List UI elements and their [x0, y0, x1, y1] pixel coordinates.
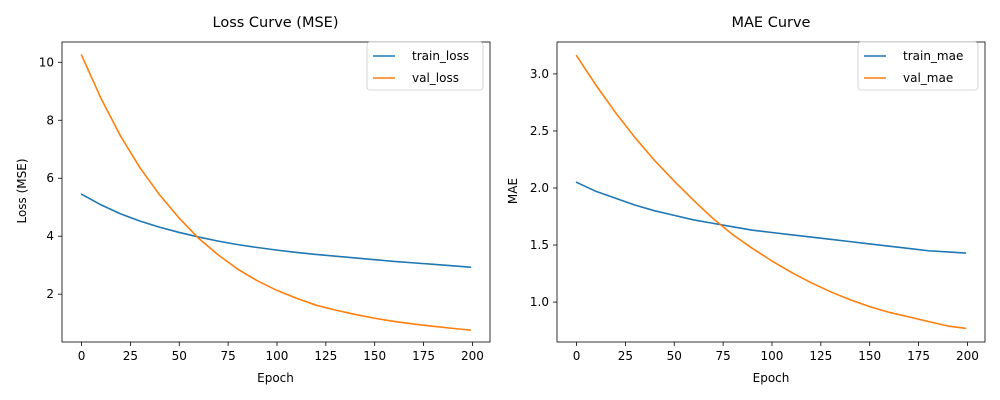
legend-box [857, 41, 979, 91]
y-tick-label: 10 [39, 55, 54, 69]
series-lines [575, 54, 967, 330]
y-axis-label: MAE [506, 178, 520, 204]
x-axis-label: Epoch [257, 371, 294, 385]
x-tick-label: 100 [266, 349, 289, 363]
x-tick-label: 125 [809, 349, 832, 363]
x-tick-label: 175 [412, 349, 435, 363]
loss-chart: Loss Curve (MSE) Epoch Loss (MSE) 0 25 50 7… [15, 15, 491, 385]
y-tick-label: 2 [46, 287, 54, 301]
y-tick-label: 8 [46, 113, 54, 127]
x-axis-label: Epoch [753, 371, 790, 385]
mae-chart: MAE Curve Epoch MAE 0 25 50 75 100 125 150 175 2… [506, 15, 986, 385]
x-tick-label: 75 [715, 349, 730, 363]
series-line-train-loss [80, 193, 472, 269]
x-tick-label: 25 [123, 349, 138, 363]
y-tick-label: 6 [46, 171, 54, 185]
legend-box [366, 41, 484, 91]
x-tick-label: 175 [907, 349, 930, 363]
series-line-val-loss [80, 54, 472, 331]
legend-label: val_loss [412, 71, 459, 85]
y-tick-label: 4 [46, 229, 54, 243]
x-tick-label: 50 [172, 349, 187, 363]
series-lines [80, 54, 472, 331]
legend-label: val_mae [903, 71, 953, 85]
series-line-train-mae [575, 181, 967, 254]
x-tick-label: 25 [618, 349, 633, 363]
y-tick-label: 2.5 [530, 124, 549, 138]
series-line-val-mae [575, 54, 967, 330]
y-tick-label: 2.0 [530, 181, 549, 195]
x-tick-label: 200 [956, 349, 979, 363]
x-tick-label: 100 [761, 349, 784, 363]
y-tick-label: 1.0 [530, 295, 549, 309]
legend-label: train_loss [412, 49, 469, 63]
ticks: 0 25 50 75 100 125 150 175 200 2 4 6 8 10 [39, 55, 484, 363]
y-tick-label: 3.0 [530, 67, 549, 81]
x-tick-label: 0 [78, 349, 86, 363]
x-tick-label: 200 [461, 349, 484, 363]
x-tick-label: 50 [667, 349, 682, 363]
chart-title: Loss Curve (MSE) [213, 15, 339, 31]
plot-frame [61, 41, 491, 343]
x-tick-label: 75 [220, 349, 235, 363]
legend: train_loss val_loss [366, 41, 484, 91]
ticks: 0 25 50 75 100 125 150 175 200 1.0 1.5 2.0 2.5 3.0 [530, 67, 979, 363]
plot-frame [556, 41, 986, 343]
y-axis-label: Loss (MSE) [15, 158, 29, 223]
chart-title: MAE Curve [732, 15, 811, 31]
y-tick-label: 1.5 [530, 238, 549, 252]
x-tick-label: 0 [573, 349, 581, 363]
x-tick-label: 125 [314, 349, 337, 363]
legend-label: train_mae [903, 49, 963, 63]
x-tick-label: 150 [858, 349, 881, 363]
x-tick-label: 150 [363, 349, 386, 363]
legend: train_mae val_mae [857, 41, 979, 91]
